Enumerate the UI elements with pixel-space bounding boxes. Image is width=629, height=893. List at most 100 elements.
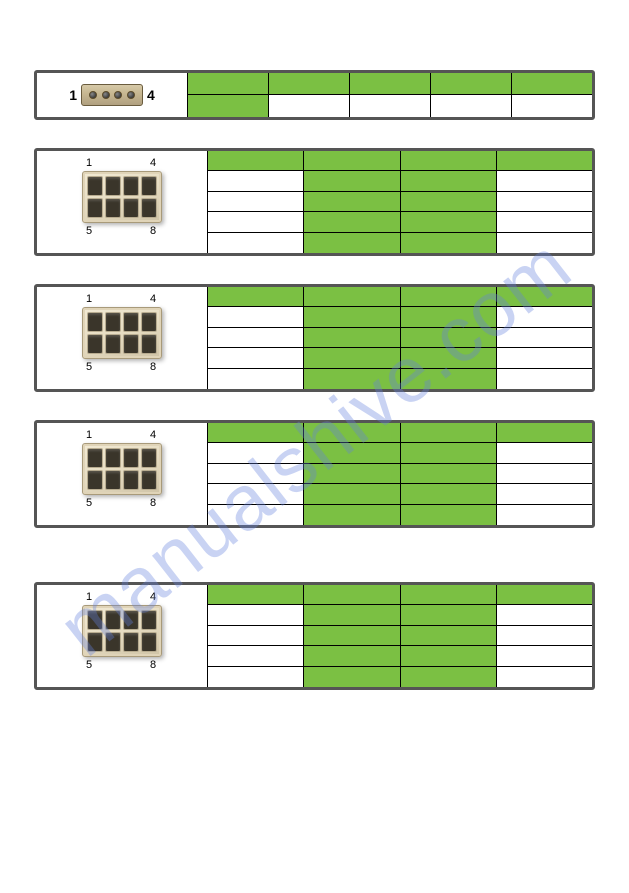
connector-body [82, 443, 162, 495]
connector-pin [123, 470, 139, 490]
grid-cell [496, 667, 592, 687]
data-grid [207, 423, 592, 525]
connector-pin [141, 632, 157, 652]
connector-pin [123, 176, 139, 196]
grid-cell [207, 192, 303, 212]
grid-cell [207, 464, 303, 484]
grid-cell [496, 328, 592, 348]
connector-pin [114, 91, 122, 99]
grid-cell [303, 192, 399, 212]
grid-cell [207, 348, 303, 368]
grid-cell [496, 369, 592, 389]
pin-label: 8 [150, 659, 156, 671]
grid-cell [303, 307, 399, 327]
connector-body [81, 84, 143, 106]
pin-label: 4 [150, 157, 156, 169]
grid-cell [496, 212, 592, 232]
grid-cell [303, 348, 399, 368]
grid-cell [349, 95, 430, 117]
connector-pin [141, 448, 157, 468]
grid-cell [303, 443, 399, 463]
grid-cell [496, 646, 592, 666]
connector-pin [87, 198, 103, 218]
grid-cell [207, 307, 303, 327]
grid-cell [496, 171, 592, 191]
connector-8pin: 1458 [68, 429, 176, 519]
grid-cell [400, 626, 496, 646]
pin-label: 8 [150, 361, 156, 373]
grid-cell [496, 484, 592, 504]
connector-image-cell: 1458 [37, 585, 207, 687]
pin-label: 1 [86, 157, 92, 169]
grid-cell [207, 328, 303, 348]
connector-panel: 1 4 5 8 [34, 284, 595, 392]
grid-cell [496, 348, 592, 368]
grid-cell [400, 484, 496, 504]
connector-image-cell: 14 [37, 73, 187, 117]
connector-pin [127, 91, 135, 99]
connector-pin [89, 91, 97, 99]
connector-pin [87, 312, 103, 332]
grid-cell [400, 443, 496, 463]
grid-cell [400, 287, 496, 307]
connector-pin [102, 91, 110, 99]
connector-panel: 1458 [34, 420, 595, 528]
grid-cell [303, 646, 399, 666]
grid-cell [303, 464, 399, 484]
connector-body [82, 307, 162, 359]
connector-pin [141, 610, 157, 630]
grid-cell [496, 585, 592, 605]
pin-label: 5 [86, 225, 92, 237]
grid-cell [207, 585, 303, 605]
grid-cell [496, 151, 592, 171]
grid-cell [496, 505, 592, 525]
grid-cell [303, 287, 399, 307]
connector-panel: 14 [34, 70, 595, 120]
grid-cell [496, 287, 592, 307]
grid-cell [303, 171, 399, 191]
grid-cell [207, 171, 303, 191]
grid-cell [496, 464, 592, 484]
connector-pin [123, 610, 139, 630]
grid-cell [496, 192, 592, 212]
grid-cell [207, 443, 303, 463]
connector-panel: 1458 [34, 148, 595, 256]
pin-label: 5 [86, 497, 92, 509]
connector-pin [87, 448, 103, 468]
grid-cell [400, 505, 496, 525]
connector-pin [105, 470, 121, 490]
pin-label: 1 [86, 293, 92, 305]
connector-image-cell: 1458 [37, 423, 207, 525]
pin-label: 4 [150, 591, 156, 603]
page-content: 141458145814581458 [0, 0, 629, 748]
grid-cell [400, 212, 496, 232]
connector-pin [123, 448, 139, 468]
grid-cell [303, 585, 399, 605]
pin-label: 4 [147, 87, 155, 103]
connector-pin [105, 334, 121, 354]
grid-cell [268, 73, 349, 95]
grid-cell [400, 192, 496, 212]
connector-pin [87, 176, 103, 196]
connector-pin [123, 334, 139, 354]
connector-8pin: 1458 [68, 157, 176, 247]
pin-label: 1 [69, 87, 77, 103]
connector-body [82, 171, 162, 223]
connector-pin [141, 470, 157, 490]
grid-cell [207, 484, 303, 504]
connector-pin [105, 312, 121, 332]
connector-pin [87, 610, 103, 630]
grid-cell [400, 585, 496, 605]
connector-pin [141, 334, 157, 354]
grid-cell [207, 423, 303, 443]
grid-cell [400, 328, 496, 348]
grid-cell [400, 233, 496, 253]
connector-pin [105, 610, 121, 630]
pin-label: 5 [86, 361, 92, 373]
grid-cell [303, 505, 399, 525]
grid-cell [349, 73, 430, 95]
connector-panel: 1458 [34, 582, 595, 690]
connector-8pin: 1458 [68, 591, 176, 681]
grid-cell [303, 605, 399, 625]
pin-label: 4 [150, 293, 156, 305]
